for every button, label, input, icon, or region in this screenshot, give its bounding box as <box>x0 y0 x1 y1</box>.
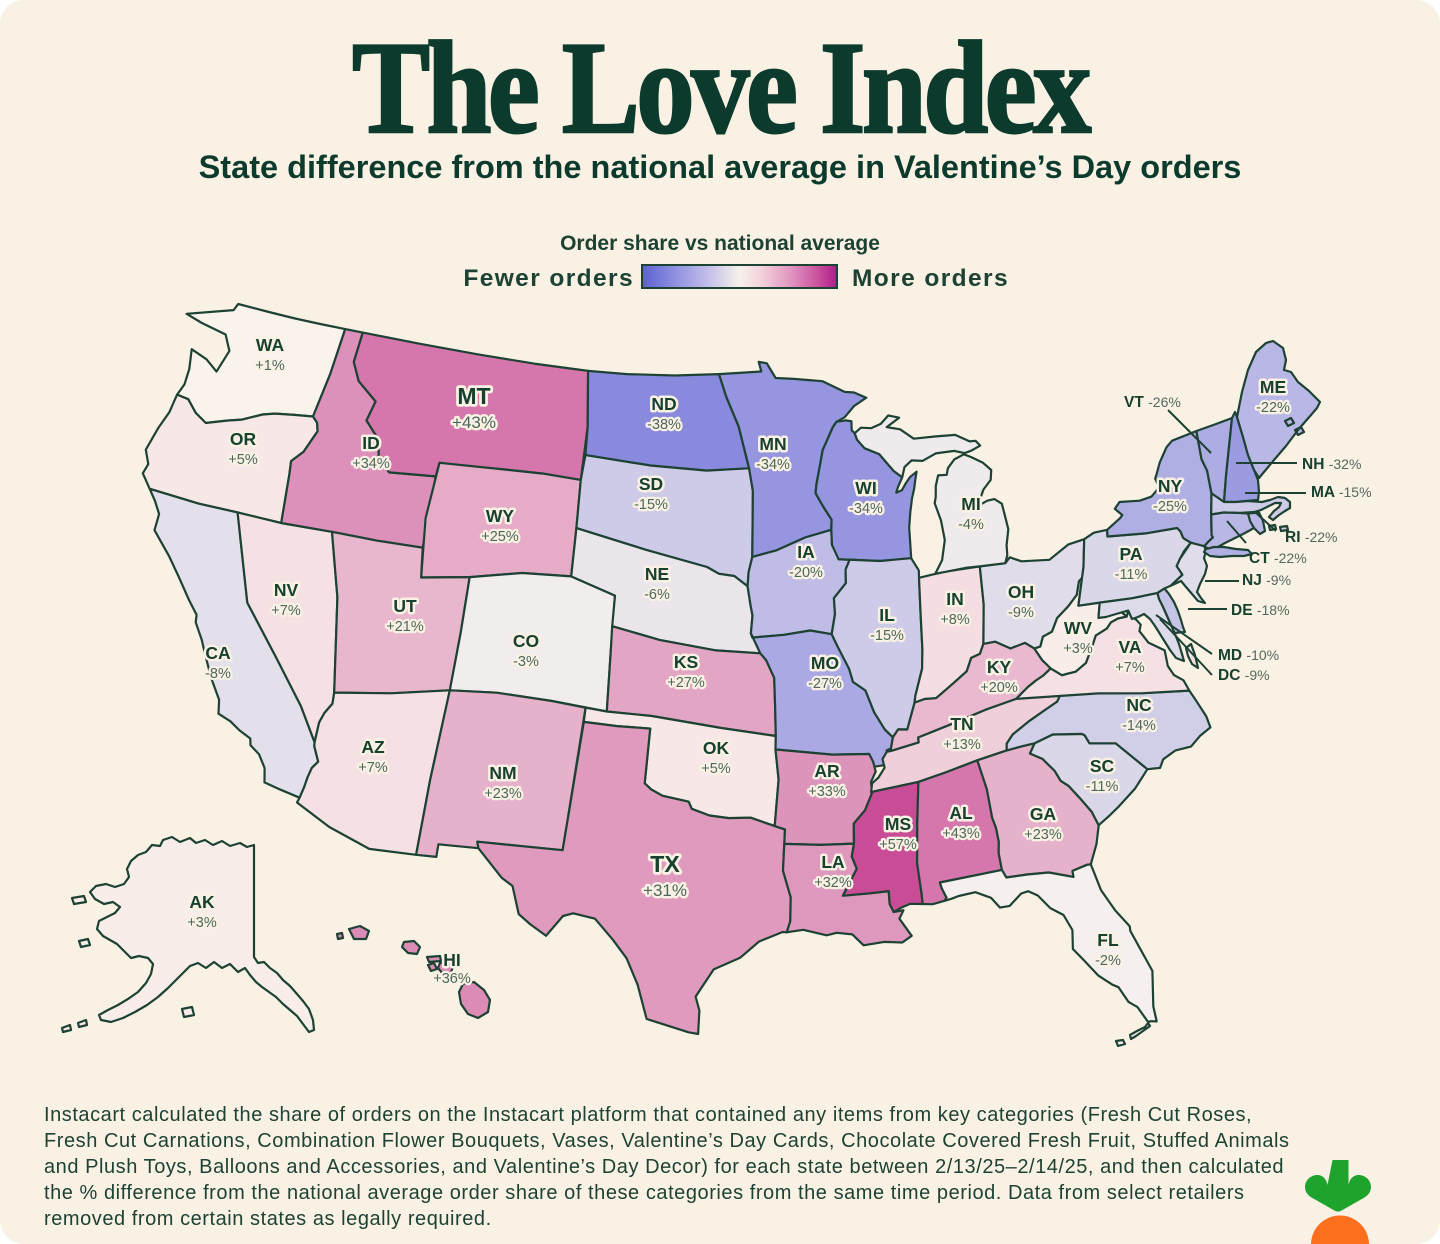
svg-text:IA: IA <box>797 542 815 562</box>
svg-text:FL: FL <box>1097 930 1119 950</box>
svg-text:RI -22%: RI -22% <box>1285 529 1338 546</box>
svg-text:NV: NV <box>274 580 299 600</box>
svg-text:+5%: +5% <box>701 761 731 777</box>
svg-text:-6%: -6% <box>644 587 670 603</box>
svg-text:-15%: -15% <box>634 497 668 513</box>
svg-text:+27%: +27% <box>667 675 705 691</box>
svg-text:KS: KS <box>674 652 698 672</box>
svg-text:+23%: +23% <box>1024 827 1062 843</box>
svg-text:+43%: +43% <box>942 826 980 842</box>
svg-text:-3%: -3% <box>513 654 539 670</box>
svg-text:MI: MI <box>961 494 980 514</box>
svg-text:UT: UT <box>393 596 417 616</box>
svg-text:MS: MS <box>885 814 911 834</box>
svg-text:VA: VA <box>1118 637 1141 657</box>
svg-text:ME: ME <box>1260 377 1286 397</box>
svg-text:MO: MO <box>811 653 839 673</box>
svg-text:SC: SC <box>1090 756 1115 776</box>
svg-text:IN: IN <box>946 589 964 609</box>
svg-text:TN: TN <box>950 714 973 734</box>
svg-text:+32%: +32% <box>814 875 852 891</box>
svg-text:-11%: -11% <box>1115 567 1148 583</box>
svg-text:NC: NC <box>1126 695 1152 715</box>
svg-text:PA: PA <box>1119 544 1142 564</box>
svg-text:NE: NE <box>645 564 669 584</box>
svg-text:AZ: AZ <box>361 737 385 757</box>
svg-text:OH: OH <box>1008 582 1034 602</box>
svg-text:-2%: -2% <box>1095 953 1121 969</box>
svg-text:NJ -9%: NJ -9% <box>1242 572 1291 589</box>
svg-text:-11%: -11% <box>1086 779 1119 795</box>
svg-text:CO: CO <box>513 631 539 651</box>
svg-text:+21%: +21% <box>386 619 424 635</box>
svg-text:DC -9%: DC -9% <box>1218 667 1270 684</box>
svg-text:IL: IL <box>879 605 895 625</box>
svg-text:+25%: +25% <box>481 529 519 545</box>
svg-text:CA: CA <box>205 643 231 663</box>
svg-text:MA -15%: MA -15% <box>1311 484 1372 501</box>
svg-text:-4%: -4% <box>958 517 984 533</box>
svg-text:WY: WY <box>486 506 515 526</box>
svg-text:+36%: +36% <box>433 971 471 987</box>
svg-text:MD -10%: MD -10% <box>1218 647 1279 664</box>
svg-text:NH -32%: NH -32% <box>1302 456 1361 473</box>
svg-text:-27%: -27% <box>808 676 842 692</box>
svg-text:+33%: +33% <box>808 784 846 800</box>
svg-text:-20%: -20% <box>789 565 823 581</box>
svg-text:MN: MN <box>759 434 786 454</box>
svg-text:NM: NM <box>489 763 516 783</box>
svg-text:+8%: +8% <box>940 612 970 628</box>
svg-text:WA: WA <box>256 335 285 355</box>
svg-text:TX: TX <box>650 851 680 877</box>
svg-text:MT: MT <box>457 383 490 409</box>
svg-text:+3%: +3% <box>1063 641 1093 657</box>
svg-text:-25%: -25% <box>1153 499 1187 515</box>
svg-text:+20%: +20% <box>980 680 1018 696</box>
svg-text:+5%: +5% <box>228 452 258 468</box>
svg-text:WI: WI <box>855 478 876 498</box>
svg-text:-14%: -14% <box>1122 718 1156 734</box>
svg-text:HI: HI <box>443 950 461 970</box>
svg-text:+57%: +57% <box>879 837 917 853</box>
svg-text:-8%: -8% <box>205 666 231 682</box>
svg-text:-9%: -9% <box>1008 605 1034 621</box>
svg-text:+43%: +43% <box>452 413 496 432</box>
svg-text:+34%: +34% <box>352 456 390 472</box>
svg-text:ID: ID <box>362 433 380 453</box>
svg-text:+7%: +7% <box>358 760 388 776</box>
svg-text:OK: OK <box>703 738 730 758</box>
svg-text:DE -18%: DE -18% <box>1231 602 1290 619</box>
svg-text:+23%: +23% <box>484 786 522 802</box>
svg-text:+31%: +31% <box>643 881 687 900</box>
svg-text:-22%: -22% <box>1256 400 1290 416</box>
svg-text:+1%: +1% <box>255 358 285 374</box>
svg-text:LA: LA <box>821 852 845 872</box>
svg-text:+13%: +13% <box>943 737 981 753</box>
svg-text:+3%: +3% <box>187 915 217 931</box>
svg-text:WV: WV <box>1064 618 1093 638</box>
svg-text:OR: OR <box>230 429 257 449</box>
svg-text:-15%: -15% <box>870 628 904 644</box>
svg-text:CT -22%: CT -22% <box>1249 550 1307 567</box>
svg-text:GA: GA <box>1030 804 1057 824</box>
svg-text:-38%: -38% <box>647 417 681 433</box>
svg-text:SD: SD <box>639 474 663 494</box>
svg-text:KY: KY <box>987 657 1012 677</box>
svg-text:AR: AR <box>814 761 840 781</box>
svg-text:AK: AK <box>189 892 215 912</box>
svg-text:AL: AL <box>949 803 973 823</box>
svg-text:ND: ND <box>651 394 676 414</box>
svg-text:NY: NY <box>1158 476 1183 496</box>
svg-text:+7%: +7% <box>1115 660 1145 676</box>
svg-text:-34%: -34% <box>849 501 883 517</box>
svg-text:VT -26%: VT -26% <box>1124 394 1181 411</box>
svg-text:+7%: +7% <box>271 603 301 619</box>
svg-text:-34%: -34% <box>756 457 790 473</box>
